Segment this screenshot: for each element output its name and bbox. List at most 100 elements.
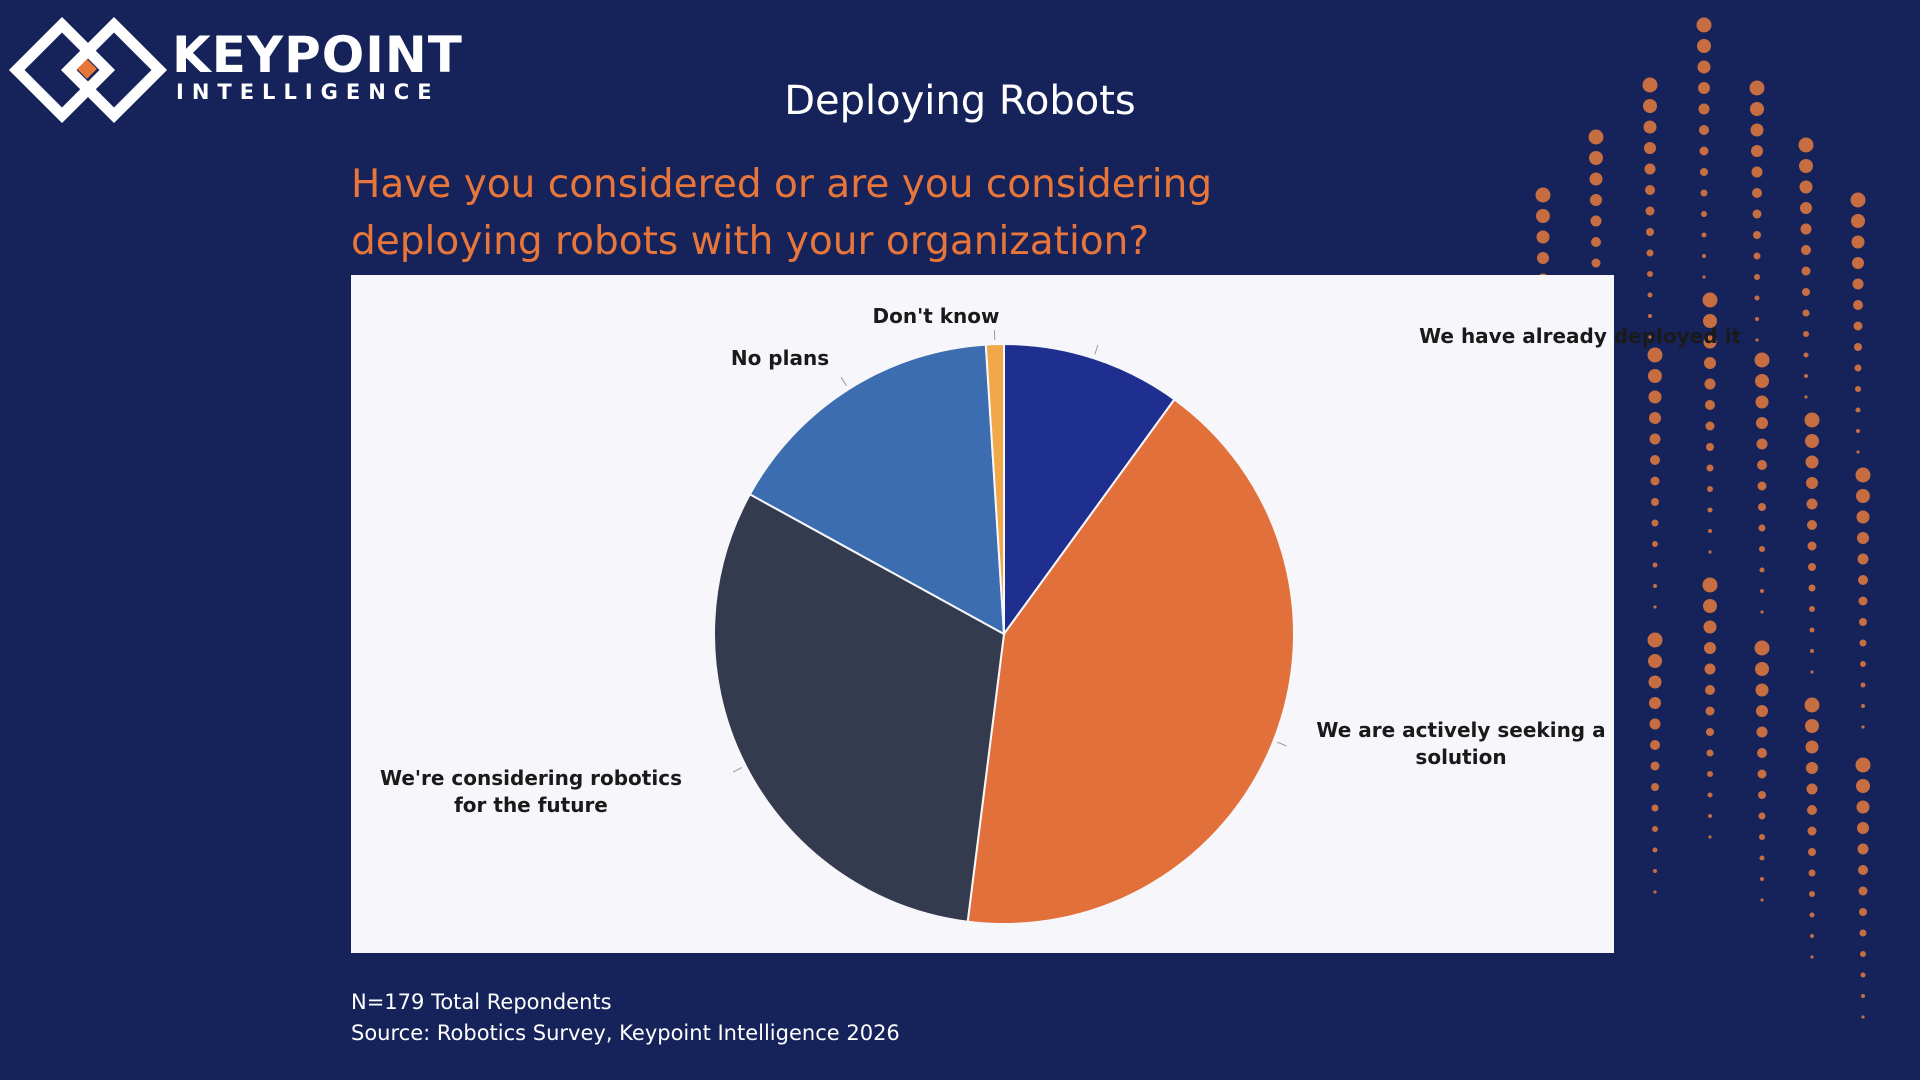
decor-dot bbox=[1749, 80, 1765, 96]
decor-dot bbox=[1861, 725, 1865, 729]
decor-dot bbox=[1701, 211, 1707, 217]
decor-dot bbox=[1861, 1015, 1865, 1019]
decor-dot bbox=[1758, 524, 1766, 532]
decor-dot bbox=[1704, 663, 1716, 675]
decor-dot bbox=[1857, 822, 1869, 834]
decor-dot bbox=[1644, 163, 1656, 175]
decor-dot bbox=[1810, 670, 1814, 674]
decor-dot bbox=[1857, 553, 1869, 565]
decor-dot bbox=[1536, 230, 1550, 244]
decor-dot bbox=[1699, 146, 1709, 156]
decor-dot bbox=[1809, 606, 1815, 612]
decor-dot bbox=[1755, 395, 1769, 409]
decor-dot bbox=[1806, 477, 1818, 489]
leader-line bbox=[1094, 344, 1099, 355]
decor-dot bbox=[1757, 769, 1767, 779]
decor-dot bbox=[1653, 869, 1657, 873]
decor-dot bbox=[1858, 865, 1868, 875]
decor-dot bbox=[1708, 550, 1712, 554]
decor-dot bbox=[1750, 123, 1764, 137]
decor-dot bbox=[1805, 455, 1819, 469]
decor-dot bbox=[1702, 275, 1706, 279]
decor-dot bbox=[1706, 728, 1714, 736]
decor-dot bbox=[1701, 232, 1707, 238]
pie-slice bbox=[748, 343, 1006, 636]
decor-dot bbox=[1808, 848, 1816, 856]
decor-dot bbox=[1759, 855, 1765, 861]
decor-dot bbox=[1535, 187, 1551, 203]
decor-dot bbox=[1806, 498, 1818, 510]
decor-dot bbox=[1650, 455, 1660, 465]
slice-label: We have already deployed it bbox=[1419, 324, 1741, 348]
decor-dot bbox=[1800, 223, 1812, 235]
decor-dot bbox=[1752, 209, 1762, 219]
decor-dot bbox=[1751, 166, 1763, 178]
decor-dot bbox=[1805, 434, 1819, 448]
decor-dot bbox=[1759, 834, 1765, 840]
decor-dot bbox=[1753, 252, 1761, 260]
decor-dot bbox=[1757, 460, 1767, 470]
decor-dot bbox=[1860, 972, 1866, 978]
decor-dot bbox=[1706, 443, 1714, 451]
decor-dot bbox=[1810, 649, 1814, 653]
decor-dot bbox=[1861, 704, 1865, 708]
decor-dot bbox=[1648, 390, 1662, 404]
decor-dot bbox=[1703, 314, 1717, 328]
decor-dot bbox=[1856, 429, 1860, 433]
decor-dot bbox=[1702, 577, 1718, 593]
logo-dot bbox=[77, 59, 97, 79]
decor-dot bbox=[1854, 343, 1862, 351]
decor-dot bbox=[1698, 103, 1710, 115]
decor-dot bbox=[1704, 642, 1716, 654]
decor-dot bbox=[1804, 374, 1808, 378]
decor-dot bbox=[1861, 994, 1865, 998]
leader-line bbox=[840, 377, 847, 387]
slice-label: No plans bbox=[730, 346, 830, 370]
decor-dot bbox=[1704, 378, 1716, 390]
decor-dot bbox=[1760, 898, 1764, 902]
decor-dot bbox=[1800, 202, 1812, 214]
decor-dot bbox=[1804, 697, 1820, 713]
decor-dot bbox=[1856, 450, 1860, 454]
decor-dot bbox=[1853, 321, 1863, 331]
decor-dot bbox=[1751, 145, 1763, 157]
decor-dot bbox=[1804, 412, 1820, 428]
decor-dot bbox=[1536, 209, 1550, 223]
decor-dot bbox=[1809, 891, 1815, 897]
decor-dot bbox=[1758, 503, 1766, 511]
decor-dot bbox=[1648, 675, 1662, 689]
decor-dot bbox=[1754, 352, 1770, 368]
decor-dot bbox=[1799, 159, 1813, 173]
decor-dot bbox=[1752, 188, 1762, 198]
decor-dot bbox=[1855, 467, 1871, 483]
decor-dot bbox=[1808, 563, 1816, 571]
decor-dot bbox=[1648, 654, 1662, 668]
decor-dot bbox=[1855, 386, 1861, 392]
decor-dot bbox=[1537, 252, 1549, 264]
decor-dot bbox=[1805, 719, 1819, 733]
decor-dot bbox=[1644, 142, 1656, 154]
decor-dot bbox=[1760, 877, 1764, 881]
decor-dot bbox=[1702, 292, 1718, 308]
decor-dot bbox=[1707, 792, 1713, 798]
decor-dot bbox=[1810, 934, 1814, 938]
decor-dot bbox=[1705, 400, 1715, 410]
decor-dot bbox=[1705, 706, 1715, 716]
decor-dot bbox=[1652, 826, 1658, 832]
decor-dot bbox=[1700, 189, 1708, 197]
decor-dot bbox=[1756, 438, 1768, 450]
decor-dot bbox=[1804, 395, 1808, 399]
decor-dot bbox=[1760, 610, 1764, 614]
decor-dot bbox=[1703, 335, 1717, 349]
decor-dot bbox=[1646, 228, 1654, 236]
decor-dot bbox=[1650, 476, 1660, 486]
decor-dot bbox=[1643, 99, 1657, 113]
logo-subname: INTELLIGENCE bbox=[176, 80, 440, 104]
decor-dot bbox=[1707, 507, 1713, 513]
logo-name: KEYPOINT bbox=[172, 26, 463, 84]
decor-dot bbox=[1855, 757, 1871, 773]
decor-dot bbox=[1850, 192, 1866, 208]
decor-dot bbox=[1754, 640, 1770, 656]
decor-dot bbox=[1859, 618, 1867, 626]
